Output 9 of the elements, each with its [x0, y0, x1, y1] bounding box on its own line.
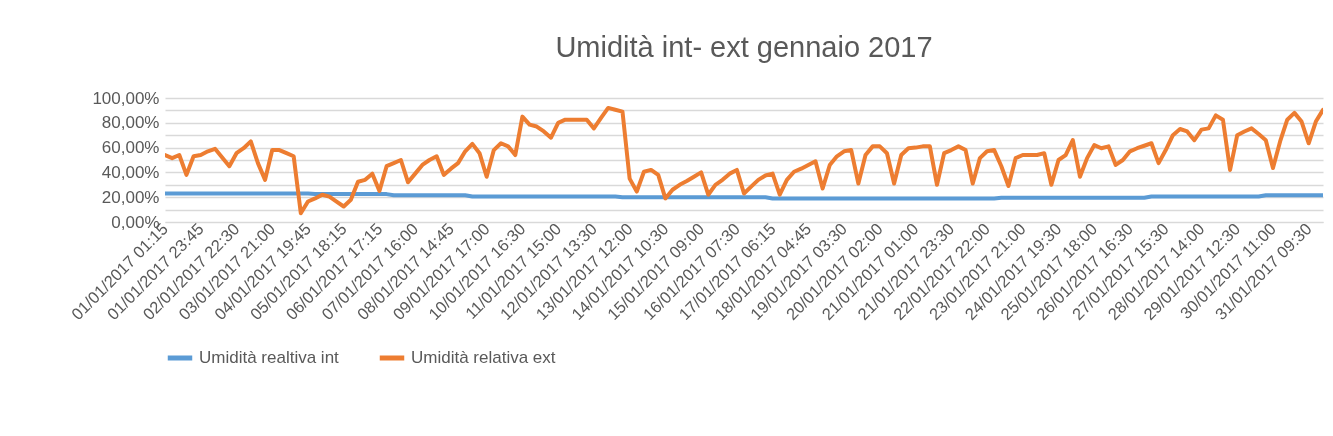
- y-tick-label: 40,00%: [101, 162, 160, 182]
- chart-title: Umidità int- ext gennaio 2017: [555, 31, 933, 63]
- legend-label: Umidità relativa ext: [411, 348, 556, 367]
- y-tick-label: 100,00%: [92, 88, 160, 108]
- line-series: [165, 105, 1323, 216]
- y-tick-label: 60,00%: [101, 138, 160, 158]
- y-tick-label: 80,00%: [101, 113, 160, 133]
- legend-label: Umidità realtiva int: [199, 348, 340, 367]
- y-tick-label: 20,00%: [101, 187, 160, 207]
